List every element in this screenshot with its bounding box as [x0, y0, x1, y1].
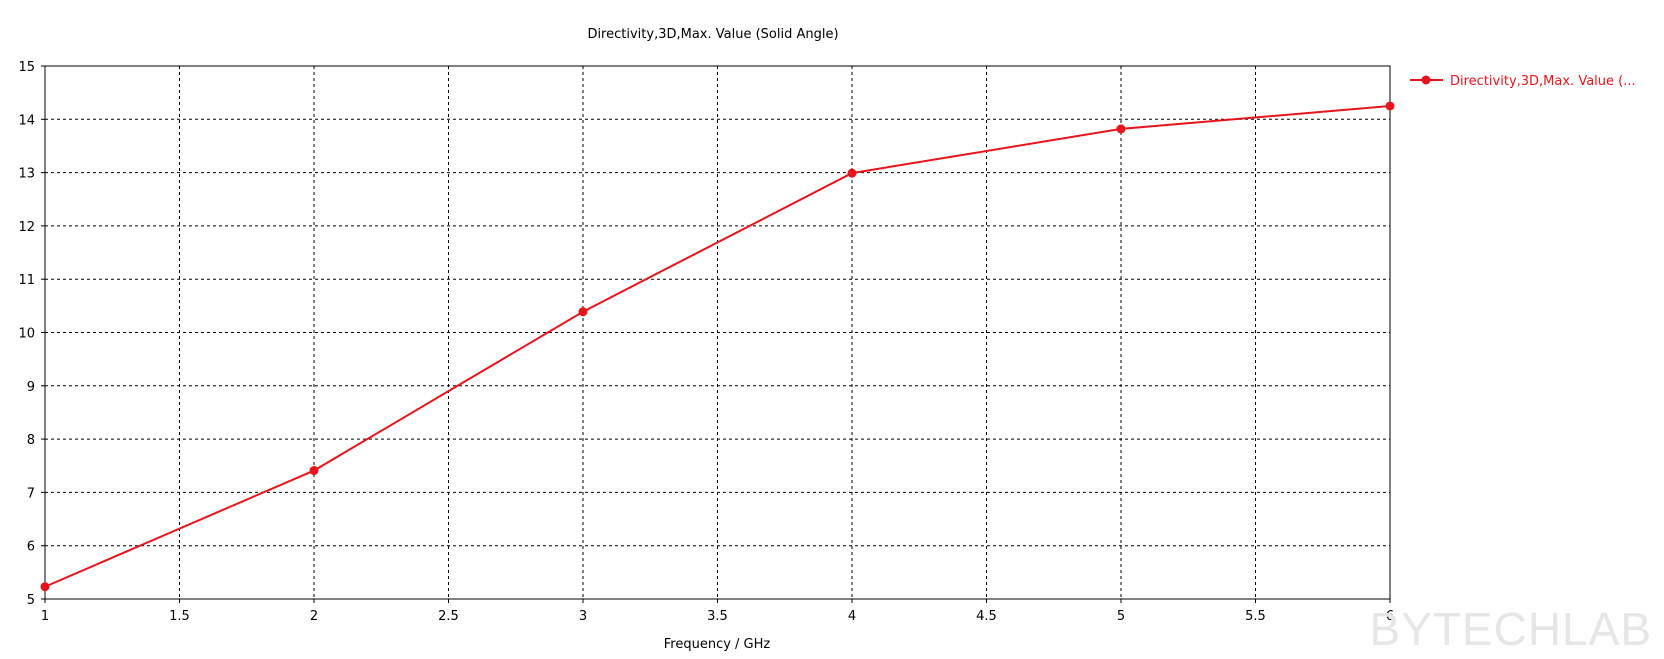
- legend-marker: [1421, 75, 1431, 85]
- legend-entry: Directivity,3D,Max. Value (...: [1450, 74, 1636, 89]
- y-tick-label-5: 10: [18, 327, 35, 342]
- y-tick-label-9: 14: [18, 113, 35, 128]
- y-axis-ticks: 5 6 7 8 9 10 11 12 13 14 15: [18, 60, 45, 608]
- x-axis-ticks: 1 1.5 2 2.5 3 3.5 4 4.5 5 5.5 6: [41, 599, 1394, 624]
- x-tick-label-3: 2.5: [438, 609, 459, 624]
- data-point-0-2[interactable]: [578, 307, 588, 317]
- data-point-0-3[interactable]: [847, 168, 857, 178]
- y-tick-label-2: 7: [27, 486, 35, 501]
- x-tick-label-8: 5: [1117, 609, 1125, 624]
- grid: [45, 66, 1390, 599]
- y-tick-label-0: 5: [27, 593, 35, 608]
- chart-title: Directivity,3D,Max. Value (Solid Angle): [587, 27, 838, 42]
- series-line-0: [44, 104, 1391, 588]
- x-tick-label-10: 6: [1386, 609, 1394, 624]
- y-tick-label-7: 12: [18, 220, 35, 235]
- data-point-0-5[interactable]: [1385, 101, 1395, 111]
- data-point-0-4[interactable]: [1116, 124, 1126, 134]
- x-axis-label: Frequency / GHz: [664, 637, 771, 652]
- x-tick-label-0: 1: [41, 609, 49, 624]
- x-tick-label-7: 4.5: [976, 609, 997, 624]
- y-tick-label-10: 15: [18, 60, 35, 75]
- y-tick-label-3: 8: [27, 433, 35, 448]
- x-tick-label-5: 3.5: [707, 609, 728, 624]
- y-tick-label-6: 11: [18, 273, 35, 288]
- y-tick-label-4: 9: [27, 380, 35, 395]
- x-tick-label-6: 4: [848, 609, 856, 624]
- x-tick-label-9: 5.5: [1245, 609, 1266, 624]
- x-tick-label-4: 3: [579, 609, 587, 624]
- watermark: BYTECHLAB: [1369, 603, 1652, 655]
- x-tick-label-2: 2: [310, 609, 318, 624]
- data-point-0-0[interactable]: [40, 582, 50, 592]
- series-group: [40, 101, 1395, 592]
- y-tick-label-8: 13: [18, 167, 35, 182]
- legend[interactable]: Directivity,3D,Max. Value (...: [1410, 74, 1636, 89]
- data-point-0-1[interactable]: [309, 466, 319, 476]
- y-tick-label-1: 6: [27, 540, 35, 555]
- x-tick-label-1: 1.5: [169, 609, 190, 624]
